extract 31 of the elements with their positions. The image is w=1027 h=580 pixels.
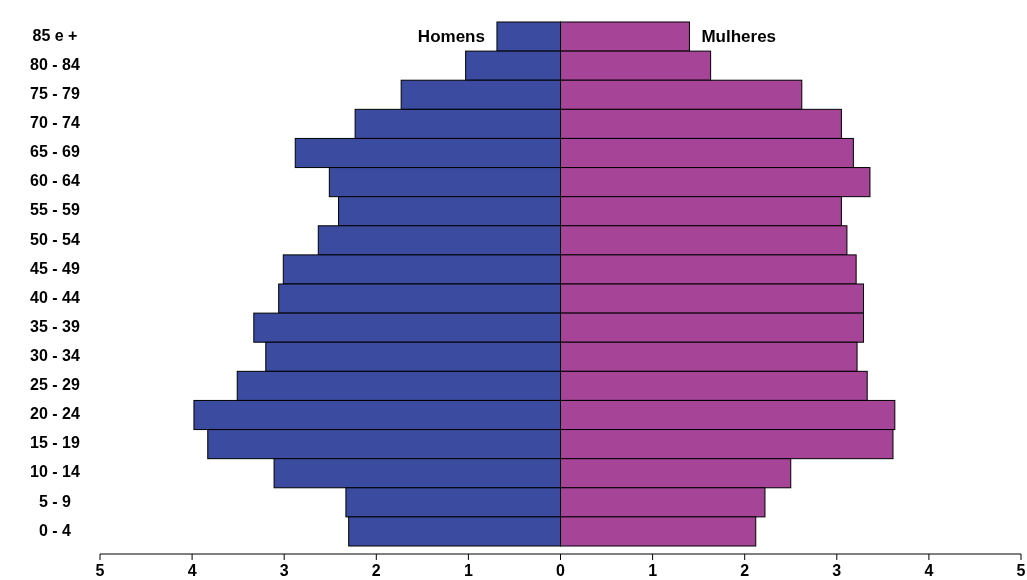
y-tick-label: 50 - 54 (30, 230, 81, 248)
y-tick-label: 20 - 24 (30, 405, 81, 423)
x-tick-label: 3 (279, 562, 289, 579)
x-tick-label: 2 (371, 562, 381, 579)
x-tick-label: 0 (556, 562, 566, 579)
x-tick-label: 5 (95, 562, 105, 579)
y-tick-label: 65 - 69 (30, 143, 81, 161)
y-tick-label: 80 - 84 (30, 55, 81, 73)
y-tick-label: 55 - 59 (30, 201, 81, 219)
x-tick-label: 4 (187, 562, 197, 579)
y-tick-label: 85 e + (32, 26, 78, 44)
y-tick-label: 15 - 19 (30, 434, 81, 452)
x-tick-label: 4 (924, 562, 934, 579)
series-label: Homens (417, 27, 485, 47)
y-tick-label: 10 - 14 (30, 463, 81, 481)
y-tick-label: 25 - 29 (30, 376, 81, 394)
x-tick-label: 1 (463, 562, 473, 579)
series-label: Mulheres (701, 27, 777, 47)
y-tick-label: 40 - 44 (30, 288, 81, 306)
y-tick-label: 75 - 79 (30, 85, 81, 103)
y-tick-label: 35 - 39 (30, 317, 81, 335)
y-tick-label: 5 - 9 (38, 492, 72, 510)
y-tick-label: 60 - 64 (30, 172, 81, 190)
x-tick-label: 2 (740, 562, 750, 579)
x-tick-label: 3 (832, 562, 842, 579)
y-tick-label: 45 - 49 (30, 259, 81, 277)
y-tick-label: 70 - 74 (30, 114, 81, 132)
y-tick-label: 30 - 34 (30, 347, 81, 365)
x-tick-label: 5 (1016, 562, 1026, 579)
x-tick-label: 1 (648, 562, 658, 579)
y-tick-label: 0 - 4 (38, 521, 72, 539)
